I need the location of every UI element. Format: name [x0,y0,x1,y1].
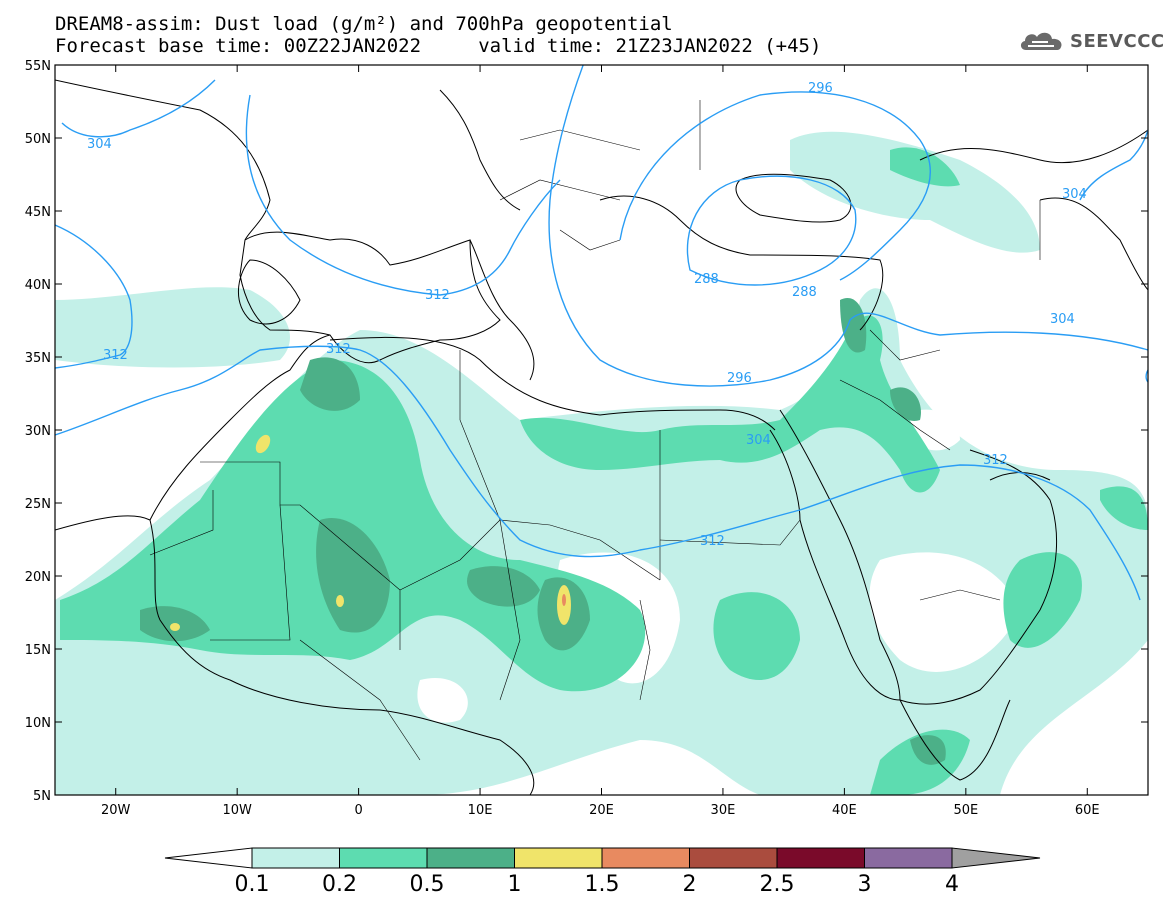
latitude-axis: 55N 50N 45N 40N 35N 30N 25N 20N 15N 10N 5N [25,59,1148,804]
dust-fields [55,131,1148,795]
lat-tick-label: 15N [25,643,51,658]
coastlines [55,79,1148,795]
contour-label: 304 [746,433,771,448]
colorbar-over-triangle [951,847,1041,869]
colorbar-box [514,847,603,869]
colorbar-box [864,847,953,869]
forecast-times: Forecast base time: 00Z22JAN2022 valid t… [55,35,822,57]
contour-labels: 304 312 312 312 312 296 288 288 296 304 … [87,81,1087,549]
logo-text: SEEVCCC [1070,30,1165,52]
colorbar-box [776,847,865,869]
contour-label: 296 [808,81,833,96]
borders [149,100,1041,761]
colorbar-box [601,847,690,869]
contour-label: 312 [983,453,1008,468]
lon-tick-label: 40E [832,803,857,818]
geopotential-contours [55,65,1148,601]
contour-label: 312 [425,288,450,303]
lon-tick-label: 20E [589,803,614,818]
colorbar-label: 3 [857,872,872,897]
colorbar-under-triangle [164,847,253,869]
lon-tick-label: 50E [953,803,978,818]
colorbar [164,847,1041,869]
contour-label: 312 [700,534,725,549]
contour-label: 304 [1062,187,1087,202]
dust-level-1-5 [562,594,566,606]
map-title: DREAM8-assim: Dust load (g/m²) and 700hP… [55,13,673,35]
colorbar-box [339,847,428,869]
lat-tick-label: 40N [25,278,51,293]
lon-tick-label: 60E [1075,803,1100,818]
lat-tick-label: 45N [25,205,51,220]
lat-tick-label: 25N [25,497,51,512]
cloud-icon [1020,32,1062,50]
lat-tick-label: 10N [25,716,51,731]
colorbar-box [251,847,340,869]
colorbar-label: 0.1 [234,872,270,897]
contour-label: 312 [326,342,351,357]
lat-tick-label: 55N [25,59,51,74]
contour-label: 304 [1050,312,1075,327]
colorbar-box [689,847,778,869]
colorbar-label: 2 [682,872,697,897]
lon-tick-label: 0 [354,803,362,818]
lon-tick-label: 10E [468,803,493,818]
colorbar-label: 1 [507,872,522,897]
lon-tick-label: 30E [711,803,736,818]
lat-tick-label: 35N [25,351,51,366]
colorbar-box [426,847,515,869]
contour-label: 296 [727,371,752,386]
seevccc-logo: SEEVCCC [1018,28,1165,54]
colorbar-label: 0.5 [409,872,445,897]
lat-tick-label: 50N [25,132,51,147]
colorbar-label: 0.2 [322,872,357,897]
colorbar-label: 1.5 [584,872,620,897]
colorbar-label: 2.5 [759,872,795,897]
dust-level-0-5 [140,298,946,765]
lon-tick-label: 20W [101,803,131,818]
lat-tick-label: 20N [25,570,51,585]
lat-tick-label: 30N [25,424,51,439]
lon-tick-label: 10W [222,803,252,818]
contour-label: 288 [792,285,817,300]
longitude-axis: 20W 10W 0 10E 20E 30E 40E 50E 60E [101,65,1100,818]
lat-tick-label: 5N [33,789,51,804]
contour-label: 312 [103,348,128,363]
contour-label: 288 [694,272,719,287]
contour-label: 304 [87,137,112,152]
colorbar-label: 4 [945,872,959,897]
